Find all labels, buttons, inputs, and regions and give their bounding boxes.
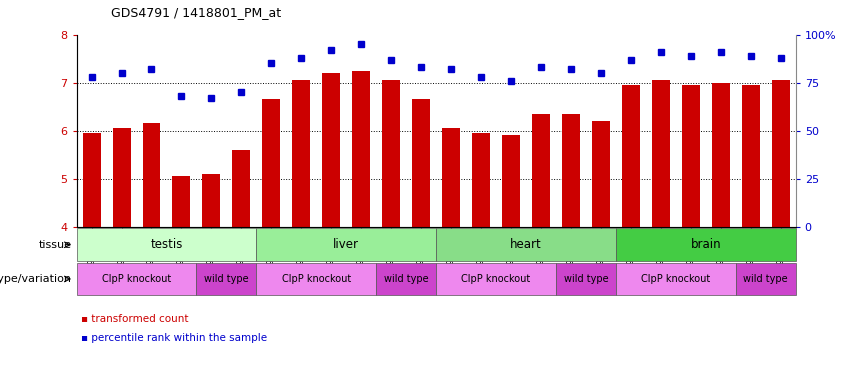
Text: ▪ percentile rank within the sample: ▪ percentile rank within the sample bbox=[81, 333, 267, 343]
Bar bbox=[382, 80, 400, 384]
Text: wild type: wild type bbox=[744, 274, 788, 284]
Bar bbox=[412, 99, 430, 384]
Bar bbox=[352, 71, 370, 384]
Bar bbox=[293, 80, 311, 384]
Text: testis: testis bbox=[151, 238, 183, 251]
Bar bbox=[772, 80, 790, 384]
Text: genotype/variation: genotype/variation bbox=[0, 274, 71, 284]
Bar bbox=[682, 85, 700, 384]
Bar bbox=[652, 80, 670, 384]
Bar bbox=[262, 99, 280, 384]
Bar bbox=[323, 73, 340, 384]
Bar bbox=[711, 83, 730, 384]
Text: liver: liver bbox=[334, 238, 359, 251]
Text: ClpP knockout: ClpP knockout bbox=[102, 274, 171, 284]
Text: tissue: tissue bbox=[38, 240, 71, 250]
Text: wild type: wild type bbox=[563, 274, 608, 284]
Text: ClpP knockout: ClpP knockout bbox=[461, 274, 531, 284]
Bar bbox=[443, 128, 460, 384]
Text: ClpP knockout: ClpP knockout bbox=[641, 274, 711, 284]
Bar bbox=[232, 150, 250, 384]
Text: brain: brain bbox=[690, 238, 721, 251]
Text: GDS4791 / 1418801_PM_at: GDS4791 / 1418801_PM_at bbox=[111, 6, 281, 19]
Text: ▪ transformed count: ▪ transformed count bbox=[81, 314, 188, 324]
Bar bbox=[502, 136, 520, 384]
Bar bbox=[532, 114, 550, 384]
Bar bbox=[173, 176, 191, 384]
Bar bbox=[142, 123, 161, 384]
Bar bbox=[562, 114, 580, 384]
Text: heart: heart bbox=[510, 238, 542, 251]
Text: ClpP knockout: ClpP knockout bbox=[282, 274, 351, 284]
Bar bbox=[592, 121, 610, 384]
Bar bbox=[203, 174, 220, 384]
Bar bbox=[622, 85, 640, 384]
Bar bbox=[83, 133, 100, 384]
Bar bbox=[112, 128, 130, 384]
Text: wild type: wild type bbox=[384, 274, 429, 284]
Bar bbox=[472, 133, 490, 384]
Bar bbox=[742, 85, 760, 384]
Text: wild type: wild type bbox=[204, 274, 248, 284]
